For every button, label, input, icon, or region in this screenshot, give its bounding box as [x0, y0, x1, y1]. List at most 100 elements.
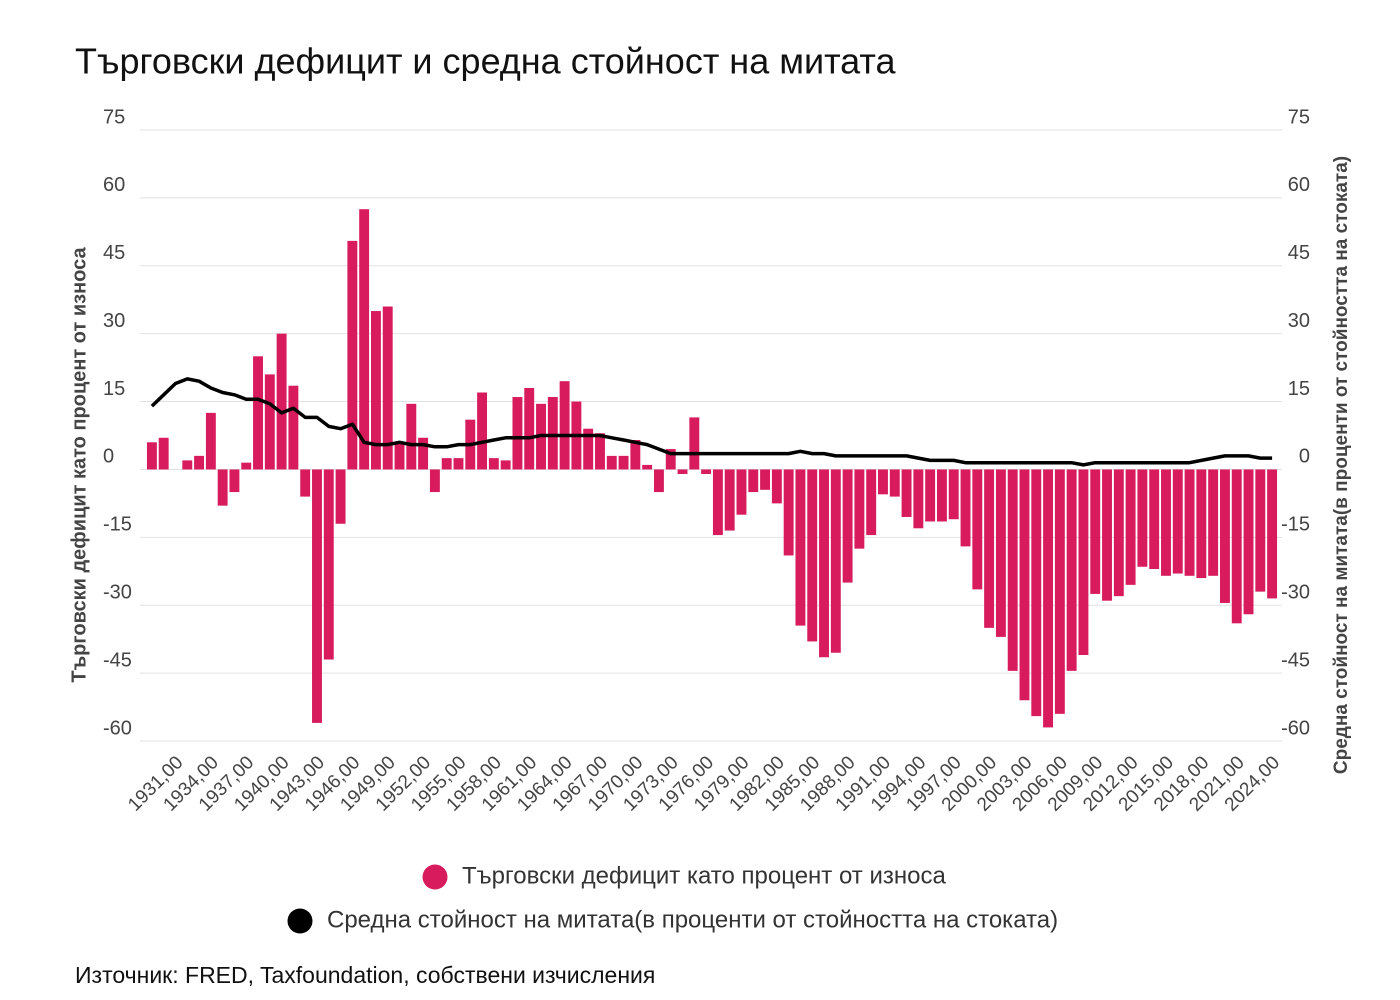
- bar: [158, 437, 169, 470]
- bar: [500, 460, 511, 470]
- bar: [771, 469, 782, 504]
- bar: [370, 311, 381, 470]
- bar: [559, 381, 570, 470]
- y2-tick-label: 0: [1299, 446, 1310, 468]
- y2-tick-label: -15: [1281, 514, 1310, 536]
- bar: [194, 455, 205, 470]
- bar: [1054, 469, 1065, 714]
- y-tick-label: 60: [103, 174, 125, 196]
- bar: [642, 464, 653, 470]
- bar: [335, 469, 346, 524]
- y-tick-label: 45: [103, 242, 125, 264]
- bar: [653, 469, 664, 493]
- bar: [1231, 469, 1242, 624]
- bar: [347, 240, 358, 470]
- bar: [524, 387, 535, 470]
- bar: [382, 306, 393, 470]
- bar: [665, 449, 676, 470]
- y-axis-label: Търговски дефицит като процент от износа: [68, 246, 90, 682]
- y-tick-label: 30: [103, 310, 125, 332]
- bar: [630, 440, 641, 470]
- bar: [453, 458, 464, 470]
- bar: [960, 469, 971, 547]
- bar: [1208, 469, 1219, 576]
- bar: [300, 469, 311, 497]
- y2-tick-label: 60: [1288, 174, 1310, 196]
- y2-tick-label: 30: [1288, 310, 1310, 332]
- bar: [205, 412, 216, 470]
- bar: [830, 469, 841, 653]
- bar: [146, 442, 157, 470]
- bar: [606, 455, 617, 470]
- bar: [701, 469, 712, 474]
- bar: [889, 469, 900, 497]
- source-note: Източник: FRED, Taxfoundation, собствени…: [75, 962, 655, 988]
- bar: [1078, 469, 1089, 656]
- bar: [795, 469, 806, 626]
- bar: [583, 428, 594, 470]
- bar: [783, 469, 794, 556]
- bar: [984, 469, 995, 628]
- bar: [948, 469, 959, 520]
- bar: [1102, 469, 1112, 601]
- bar: [913, 469, 924, 529]
- bar: [819, 469, 829, 658]
- bar: [1066, 469, 1077, 671]
- y2-axis-label: Средна стойност на митата(в проценти от …: [1331, 156, 1352, 774]
- bar: [323, 469, 334, 660]
- bar: [1184, 469, 1195, 576]
- y-tick-label: 0: [103, 446, 114, 468]
- bar: [288, 385, 299, 470]
- bar: [901, 469, 912, 517]
- bar: [1161, 469, 1171, 576]
- bar: [724, 469, 735, 531]
- bar: [217, 469, 228, 506]
- bar: [618, 455, 629, 470]
- bar: [406, 403, 417, 470]
- bar: [276, 333, 287, 470]
- bar: [1219, 469, 1230, 603]
- bar: [1125, 469, 1136, 585]
- y-tick-label: -45: [103, 649, 132, 671]
- legend-swatch: [422, 864, 448, 890]
- line: [150, 377, 1273, 467]
- bar: [429, 469, 440, 493]
- bar: [1007, 469, 1018, 671]
- bar: [253, 356, 263, 470]
- bar: [878, 469, 888, 495]
- bar: [477, 392, 488, 470]
- bar: [547, 397, 558, 470]
- bar: [925, 469, 936, 522]
- legend-label: Средна стойност на митата(в проценти от …: [327, 906, 1058, 933]
- y2-tick-label: 45: [1288, 242, 1310, 264]
- bar: [689, 417, 700, 470]
- legend-label: Търговски дефицит като процент от износа: [462, 862, 946, 889]
- bar: [1243, 469, 1254, 615]
- y-tick-label: -60: [103, 717, 132, 739]
- bar: [1019, 469, 1030, 701]
- bar: [1043, 469, 1054, 728]
- bar: [441, 458, 452, 470]
- y2-tick-label: 15: [1288, 378, 1310, 400]
- y-tick-label: -15: [103, 514, 132, 536]
- bar: [394, 442, 405, 470]
- bar: [595, 433, 605, 470]
- y-tick-label: -30: [103, 582, 132, 604]
- bar: [1149, 469, 1160, 570]
- bar: [229, 469, 240, 493]
- bar: [936, 469, 947, 522]
- bar: [312, 469, 322, 723]
- bar: [182, 460, 193, 470]
- chart-title: Търговски дефицит и средна стойност на м…: [75, 41, 896, 82]
- bar: [264, 374, 275, 470]
- bar: [854, 469, 865, 549]
- bar: [842, 469, 853, 583]
- bar: [1267, 469, 1278, 599]
- bar: [488, 458, 499, 470]
- y2-tick-label: -60: [1281, 717, 1310, 739]
- bar: [995, 469, 1006, 637]
- bar: [512, 397, 523, 470]
- y2-tick-label: -45: [1281, 649, 1310, 671]
- bar: [359, 209, 370, 470]
- bar: [807, 469, 818, 642]
